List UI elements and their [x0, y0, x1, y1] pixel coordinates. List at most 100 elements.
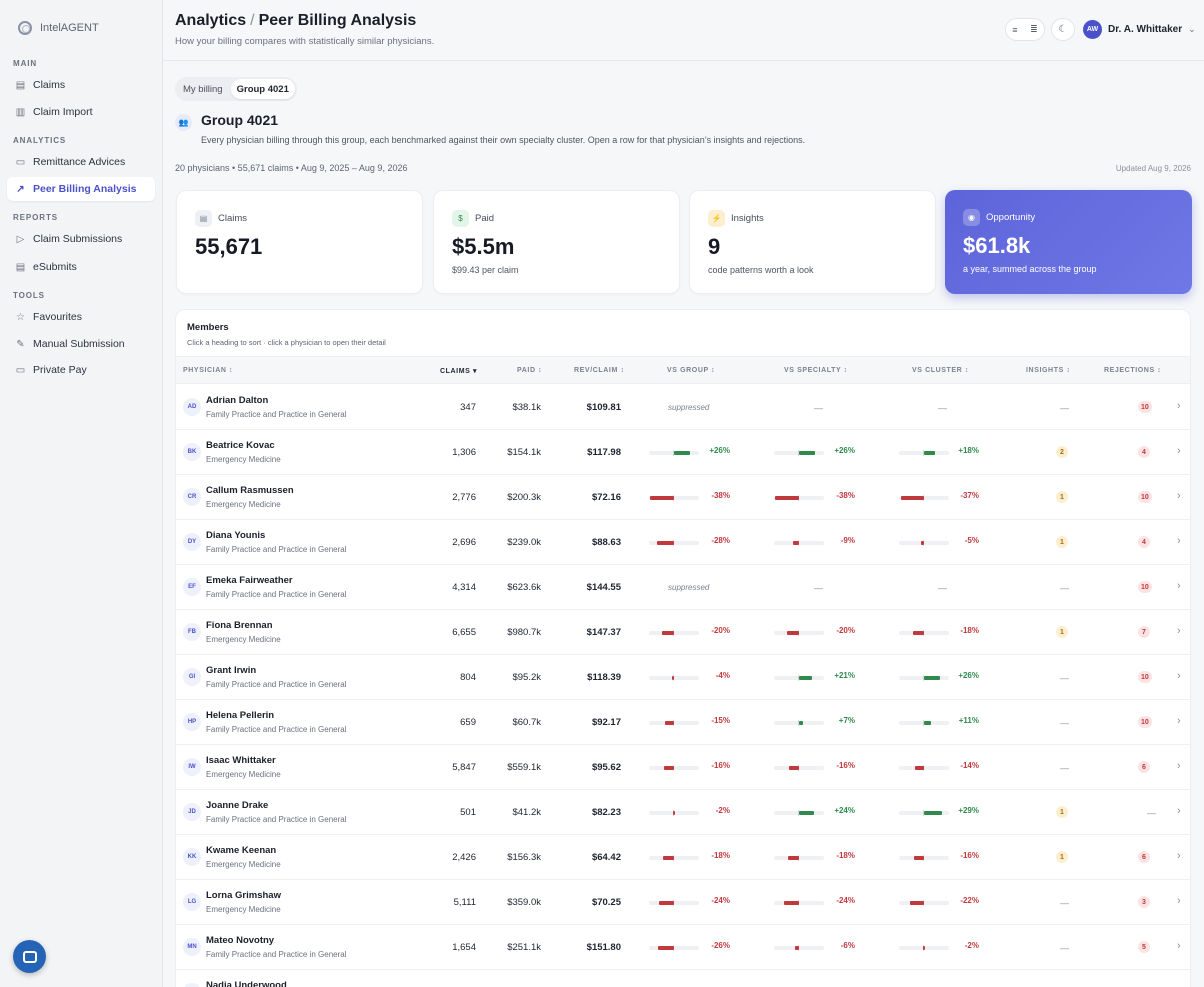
sidebar-item-claim-import[interactable]: ▥ Claim Import: [7, 100, 155, 124]
rejections-badge: 5: [1138, 941, 1150, 953]
table-row[interactable]: BK Beatrice Kovac Emergency Medicine 1,306 $…: [176, 430, 1190, 475]
physician-name[interactable]: Kwame Keenan: [206, 845, 277, 856]
table-row[interactable]: FB Fiona Brennan Emergency Medicine 6,655 $9…: [176, 610, 1190, 655]
chevron-right-icon[interactable]: ›: [1177, 580, 1181, 592]
physician-name[interactable]: Grant Irwin: [206, 665, 257, 676]
chat-button[interactable]: [13, 940, 46, 973]
cell-claims: 5,847: [452, 762, 476, 773]
physician-name[interactable]: Callum Rasmussen: [206, 485, 294, 496]
physician-name[interactable]: Lorna Grimshaw: [206, 890, 281, 901]
chevron-right-icon[interactable]: ›: [1177, 850, 1181, 862]
vs-specialty-bar: [774, 765, 824, 771]
physician-name[interactable]: Nadia Underwood: [206, 980, 287, 987]
chevron-right-icon[interactable]: ›: [1177, 625, 1181, 637]
cell-claims: 2,426: [452, 852, 476, 863]
chat-icon: [22, 950, 37, 963]
cell-claims: 1,654: [452, 942, 476, 953]
sidebar-item-claim-submissions[interactable]: ▷ Claim Submissions: [7, 227, 155, 251]
physician-name[interactable]: Helena Pellerin: [206, 710, 275, 721]
physician-avatar: GI: [183, 668, 201, 686]
paid-card: $ Paid $5.5m $99.43 per claim: [433, 190, 680, 294]
bar-fill: [784, 901, 799, 905]
sidebar-item-label: Claims: [33, 79, 66, 91]
suppressed-label: suppressed: [668, 403, 710, 412]
table-row[interactable]: JD Joanne Drake Family Practice and Practi…: [176, 790, 1190, 835]
grid-view-icon[interactable]: ≣: [1030, 24, 1038, 34]
list-view-icon[interactable]: ≡: [1012, 24, 1018, 35]
column-physician[interactable]: PHYSICIAN ↕: [183, 367, 234, 374]
cell-rev: $144.55: [586, 582, 621, 593]
physician-avatar: KK: [183, 848, 201, 866]
physician-name[interactable]: Beatrice Kovac: [206, 440, 275, 451]
sidebar-item-claims[interactable]: ▤ Claims: [7, 73, 155, 97]
column-rev-claim[interactable]: REV/CLAIM ↕: [574, 367, 625, 374]
empty-value: —: [938, 402, 947, 413]
table-row[interactable]: GI Grant Irwin Family Practice and Practic…: [176, 655, 1190, 700]
physician-specialty: Family Practice and Practice in General: [206, 545, 347, 554]
cell-paid: $200.3k: [507, 492, 541, 503]
column-vs-specialty[interactable]: VS SPECIALTY ↕: [784, 367, 848, 374]
vs-cluster-bar: [899, 810, 949, 816]
chevron-right-icon[interactable]: ›: [1177, 760, 1181, 772]
card-value: 55,671: [195, 234, 263, 259]
physician-name[interactable]: Adrian Dalton: [206, 395, 269, 406]
user-menu[interactable]: AW Dr. A. Whittaker ⌄: [1083, 20, 1196, 39]
sidebar-item-favourites[interactable]: ☆ Favourites: [7, 305, 155, 329]
chevron-right-icon[interactable]: ›: [1177, 670, 1181, 682]
table-row[interactable]: DY Diana Younis Family Practice and Practi…: [176, 520, 1190, 565]
insights-badge: 2: [1056, 446, 1068, 458]
bar-baseline: [798, 450, 799, 456]
column-claims[interactable]: CLAIMS ▾: [440, 368, 478, 375]
chevron-right-icon[interactable]: ›: [1177, 805, 1181, 817]
table-row[interactable]: MN Mateo Novotny Family Practice and Pract…: [176, 925, 1190, 970]
sidebar-item-peer-billing-analysis[interactable]: ↗ Peer Billing Analysis: [7, 177, 155, 201]
claims-card: ▤ Claims 55,671: [176, 190, 423, 294]
sidebar-item-private-pay[interactable]: ▭ Private Pay: [7, 358, 155, 382]
chevron-right-icon[interactable]: ›: [1177, 940, 1181, 952]
sidebar-item-esubmits[interactable]: ▤ eSubmits: [7, 255, 155, 279]
bar-fill: [659, 901, 674, 905]
physician-name[interactable]: Diana Younis: [206, 530, 266, 541]
chevron-right-icon[interactable]: ›: [1177, 445, 1181, 457]
column-insights[interactable]: INSIGHTS ↕: [1026, 367, 1071, 374]
chevron-right-icon[interactable]: ›: [1177, 400, 1181, 412]
table-row[interactable]: EF Emeka Fairweather Family Practice and P…: [176, 565, 1190, 610]
column-vs-cluster[interactable]: VS CLUSTER ↕: [912, 367, 969, 374]
moon-icon: ☾: [1058, 24, 1068, 35]
table-row[interactable]: IW Isaac Whittaker Emergency Medicine 5,847…: [176, 745, 1190, 790]
empty-value: —: [938, 582, 947, 593]
column-vs-group[interactable]: VS GROUP ↕: [667, 367, 716, 374]
cell-claims: 6,655: [452, 627, 476, 638]
table-row[interactable]: LG Lorna Grimshaw Emergency Medicine 5,111 $…: [176, 880, 1190, 925]
sidebar-item-remittance-advices[interactable]: ▭ Remittance Advices: [7, 150, 155, 174]
chevron-right-icon[interactable]: ›: [1177, 715, 1181, 727]
table-row[interactable]: NU Nadia Underwood: [176, 970, 1190, 987]
sidebar-item-manual-submission[interactable]: ✎ Manual Submission: [7, 332, 155, 356]
bar-fill: [657, 946, 674, 950]
cell-rev: $92.17: [591, 717, 621, 728]
table-row[interactable]: HP Helena Pellerin Family Practice and Pra…: [176, 700, 1190, 745]
brand[interactable]: IntelAGENT: [18, 21, 99, 35]
physician-name[interactable]: Isaac Whittaker: [206, 755, 276, 766]
physician-name[interactable]: Fiona Brennan: [206, 620, 273, 631]
chevron-right-icon[interactable]: ›: [1177, 895, 1181, 907]
table-row[interactable]: AD Adrian Dalton Family Practice and Pract…: [176, 385, 1190, 430]
column-paid[interactable]: PAID ↕: [517, 367, 543, 374]
cell-paid: $559.1k: [507, 762, 541, 773]
breadcrumb-parent[interactable]: Analytics: [175, 12, 247, 29]
theme-toggle-button[interactable]: ☾: [1051, 18, 1075, 41]
view-toggle[interactable]: ≡ ≣: [1005, 18, 1045, 41]
physician-name[interactable]: Emeka Fairweather: [206, 575, 293, 586]
table-row[interactable]: KK Kwame Keenan Emergency Medicine 2,426 $15…: [176, 835, 1190, 880]
tab-group[interactable]: Group 4021: [230, 79, 295, 99]
table-row[interactable]: CR Callum Rasmussen Emergency Medicine 2,77…: [176, 475, 1190, 520]
empty-value: —: [1060, 402, 1069, 413]
physician-name[interactable]: Mateo Novotny: [206, 935, 275, 946]
tab-my-billing[interactable]: My billing: [183, 83, 223, 95]
chevron-right-icon[interactable]: ›: [1177, 490, 1181, 502]
physician-name[interactable]: Joanne Drake: [206, 800, 269, 811]
vs-specialty-value: -9%: [840, 536, 855, 545]
bar-fill: [775, 496, 799, 500]
column-rejections[interactable]: REJECTIONS ↕: [1104, 367, 1162, 374]
chevron-right-icon[interactable]: ›: [1177, 535, 1181, 547]
